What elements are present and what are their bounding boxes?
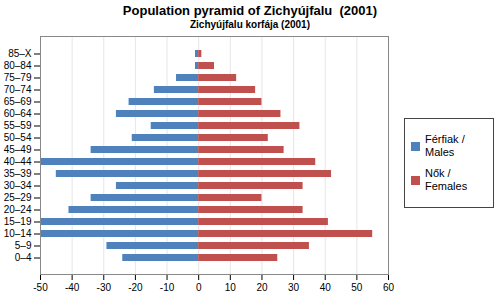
svg-text:0: 0 xyxy=(196,282,202,293)
svg-text:10: 10 xyxy=(225,282,237,293)
svg-text:-40: -40 xyxy=(65,282,80,293)
svg-text:50–54: 50–54 xyxy=(4,132,32,143)
svg-text:15–19: 15–19 xyxy=(4,216,32,227)
svg-text:40–44: 40–44 xyxy=(4,156,32,167)
svg-text:30: 30 xyxy=(288,282,300,293)
svg-text:35–39: 35–39 xyxy=(4,168,32,179)
svg-text:20–24: 20–24 xyxy=(4,204,32,215)
svg-text:65–69: 65–69 xyxy=(4,96,32,107)
svg-text:55–59: 55–59 xyxy=(4,120,32,131)
svg-text:5–9: 5–9 xyxy=(15,240,32,251)
svg-text:60–64: 60–64 xyxy=(4,108,32,119)
svg-text:-50: -50 xyxy=(33,282,48,293)
svg-text:-30: -30 xyxy=(97,282,112,293)
svg-text:40: 40 xyxy=(320,282,332,293)
svg-text:50: 50 xyxy=(351,282,363,293)
svg-text:10–14: 10–14 xyxy=(4,228,32,239)
svg-text:-20: -20 xyxy=(128,282,143,293)
svg-text:80–84: 80–84 xyxy=(4,60,32,71)
html-text:Férfiak / Males: Férfiak / Males xyxy=(425,133,465,158)
svg-text:85–X: 85–X xyxy=(8,48,32,59)
svg-text:30–34: 30–34 xyxy=(4,180,32,191)
svg-text:60: 60 xyxy=(383,282,395,293)
svg-text:70–74: 70–74 xyxy=(4,84,32,95)
html-text:Population pyramid of Zichyújf: Population pyramid of Zichyújfalu (2001) xyxy=(122,3,378,18)
svg-text:20: 20 xyxy=(256,282,268,293)
svg-text:-10: -10 xyxy=(160,282,175,293)
svg-text:25–29: 25–29 xyxy=(4,192,32,203)
html-text:Zichyújfalu korfája (2001): Zichyújfalu korfája (2001) xyxy=(190,19,310,30)
svg-text:0–4: 0–4 xyxy=(15,252,32,263)
html-text:Nők / Females: Nők / Females xyxy=(425,167,468,192)
svg-text:45–49: 45–49 xyxy=(4,144,32,155)
svg-text:75–79: 75–79 xyxy=(4,72,32,83)
